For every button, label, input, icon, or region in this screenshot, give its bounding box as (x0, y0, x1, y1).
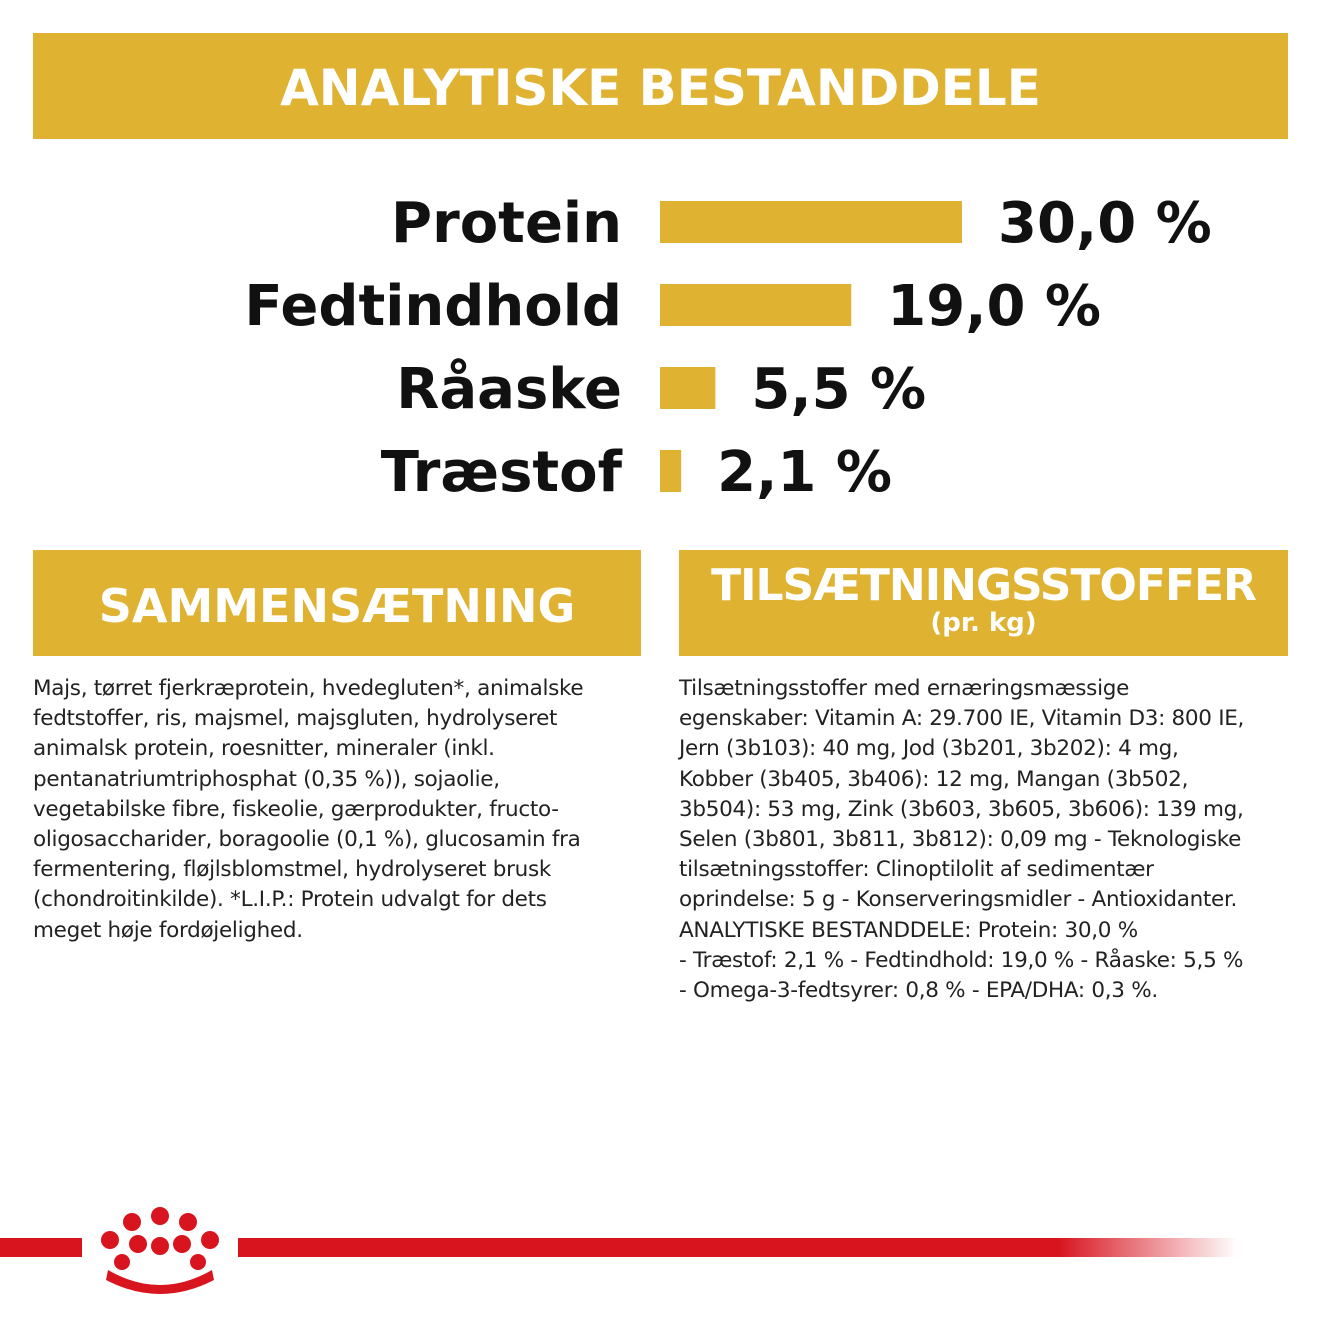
analytical-header: ANALYTISKE BESTANDDELE (33, 33, 1288, 139)
brand-line-right (238, 1238, 1238, 1257)
crown-icon (101, 1207, 219, 1294)
analytical-header-title: ANALYTISKE BESTANDDELE (280, 59, 1041, 117)
bar (660, 284, 852, 326)
additives-text: Tilsætningsstoffer med ernæringsmæssige … (679, 676, 1245, 1004)
value-label: 2,1 % (717, 440, 892, 505)
composition-text: Majs, tørret fjerkræprotein, hvedegluten… (33, 676, 584, 943)
brand-footer (0, 1207, 1238, 1294)
composition-header: SAMMENSÆTNING (33, 550, 641, 656)
composition-title: SAMMENSÆTNING (98, 579, 576, 633)
category-label: Fedtindhold (244, 274, 622, 339)
category-label: Råaske (396, 357, 622, 422)
value-label: 30,0 % (998, 191, 1212, 256)
additives-title: TILSÆTNINGSSTOFFER (711, 560, 1257, 611)
bar (660, 367, 716, 409)
value-label: 19,0 % (887, 274, 1101, 339)
additives-header: TILSÆTNINGSSTOFFER (pr. kg) (679, 550, 1288, 656)
category-label: Protein (391, 191, 622, 256)
category-label: Træstof (381, 440, 623, 505)
bar (660, 201, 962, 243)
bar (660, 450, 682, 492)
analytical-bar-chart: Protein 30,0 % Fedtindhold 19,0 % Råaske 5,5 … (244, 191, 1212, 505)
value-label: 5,5 % (751, 357, 926, 422)
brand-line-left (0, 1238, 82, 1257)
additives-subtitle: (pr. kg) (930, 608, 1037, 638)
